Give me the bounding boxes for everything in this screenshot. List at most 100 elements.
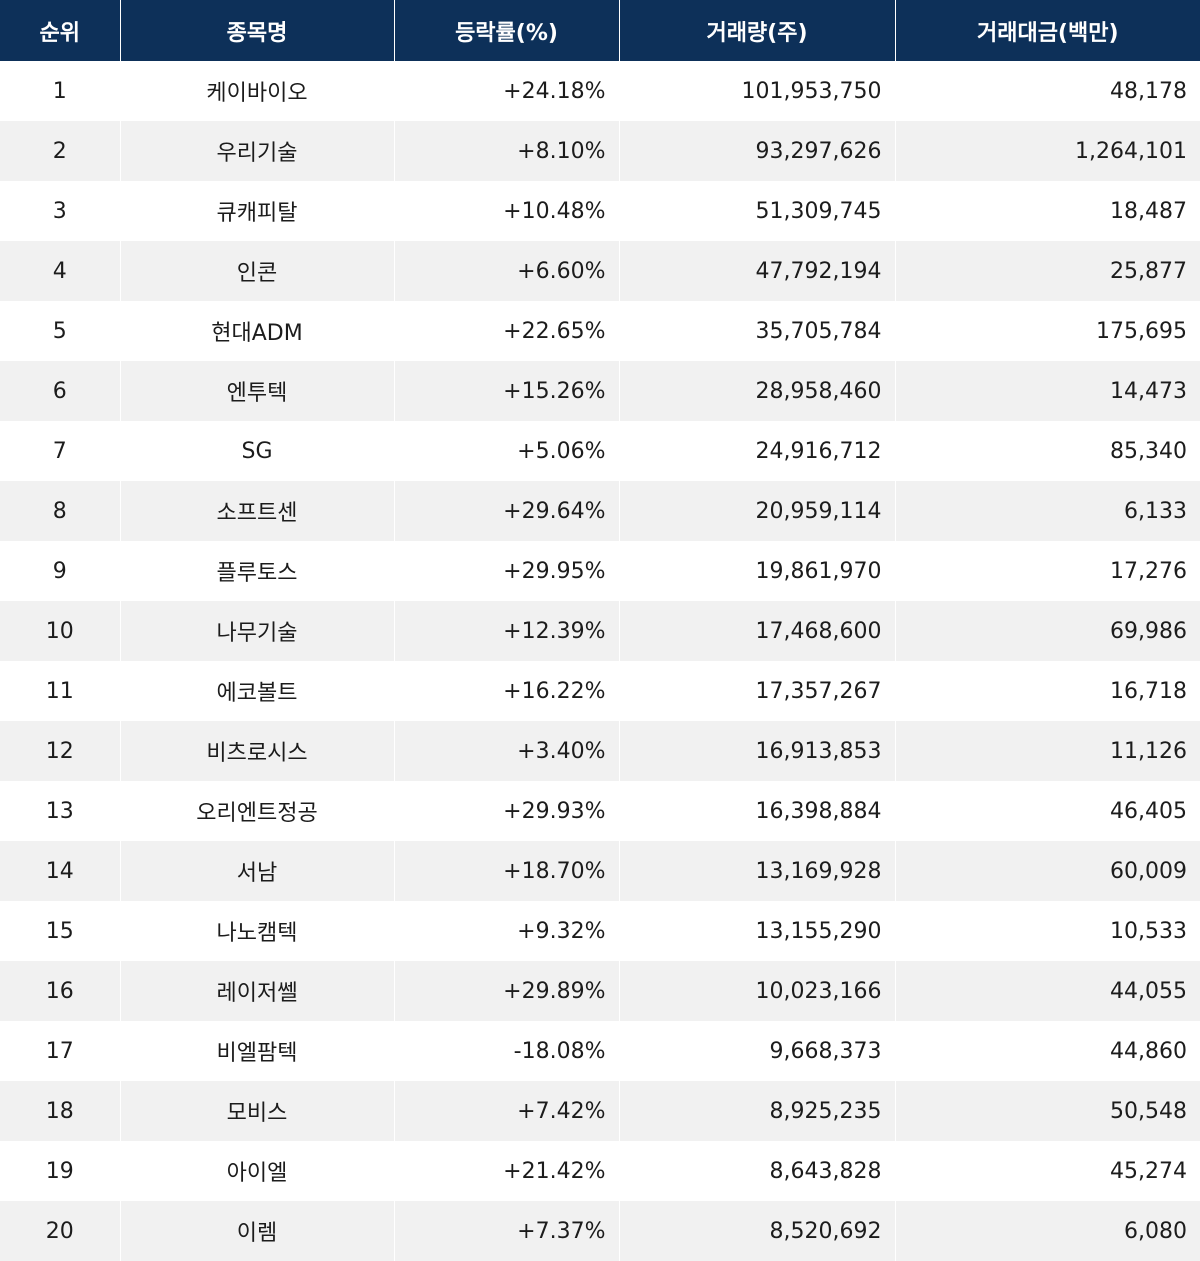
cell-stock-name: 오리엔트정공: [119, 781, 394, 841]
cell-stock-name: 레이저쎌: [119, 961, 394, 1021]
cell-trade-amount: 45,274: [894, 1141, 1200, 1201]
table-row: 15 나노캠텍 +9.32% 13,155,290 10,533: [0, 901, 1200, 961]
table-row: 8 소프트센 +29.64% 20,959,114 6,133: [0, 481, 1200, 541]
header-change: 등락률(%): [393, 0, 619, 61]
table-row: 12 비츠로시스 +3.40% 16,913,853 11,126: [0, 721, 1200, 781]
cell-change-rate: +29.64%: [393, 481, 619, 541]
cell-trade-amount: 11,126: [894, 721, 1200, 781]
cell-volume: 13,169,928: [618, 841, 895, 901]
cell-rank: 4: [0, 241, 120, 301]
cell-change-rate: +12.39%: [393, 601, 619, 661]
cell-stock-name: 서남: [119, 841, 394, 901]
cell-rank: 8: [0, 481, 120, 541]
cell-change-rate: +8.10%: [393, 121, 619, 181]
cell-change-rate: +15.26%: [393, 361, 619, 421]
cell-stock-name: 케이바이오: [119, 61, 394, 121]
header-rank: 순위: [0, 0, 120, 61]
table-row: 10 나무기술 +12.39% 17,468,600 69,986: [0, 601, 1200, 661]
table-row: 17 비엘팜텍 -18.08% 9,668,373 44,860: [0, 1021, 1200, 1081]
cell-trade-amount: 17,276: [894, 541, 1200, 601]
table-row: 7 SG +5.06% 24,916,712 85,340: [0, 421, 1200, 481]
cell-stock-name: 나노캠텍: [119, 901, 394, 961]
cell-rank: 19: [0, 1141, 120, 1201]
cell-volume: 8,643,828: [618, 1141, 895, 1201]
cell-volume: 16,913,853: [618, 721, 895, 781]
cell-change-rate: +7.42%: [393, 1081, 619, 1141]
cell-rank: 13: [0, 781, 120, 841]
table-body: 1 케이바이오 +24.18% 101,953,750 48,178 2 우리기술 +8.10…: [0, 61, 1200, 1261]
cell-change-rate: +10.48%: [393, 181, 619, 241]
table-row: 6 엔투텍 +15.26% 28,958,460 14,473: [0, 361, 1200, 421]
cell-trade-amount: 16,718: [894, 661, 1200, 721]
cell-change-rate: +21.42%: [393, 1141, 619, 1201]
cell-rank: 7: [0, 421, 120, 481]
cell-volume: 28,958,460: [618, 361, 895, 421]
cell-trade-amount: 6,133: [894, 481, 1200, 541]
table-row: 11 에코볼트 +16.22% 17,357,267 16,718: [0, 661, 1200, 721]
table-row: 16 레이저쎌 +29.89% 10,023,166 44,055: [0, 961, 1200, 1021]
cell-change-rate: +22.65%: [393, 301, 619, 361]
cell-change-rate: +24.18%: [393, 61, 619, 121]
cell-change-rate: +3.40%: [393, 721, 619, 781]
cell-volume: 8,925,235: [618, 1081, 895, 1141]
header-row: 순위 종목명 등락률(%) 거래량(주) 거래대금(백만): [0, 0, 1200, 61]
cell-rank: 5: [0, 301, 120, 361]
cell-trade-amount: 25,877: [894, 241, 1200, 301]
cell-stock-name: 비엘팜텍: [119, 1021, 394, 1081]
cell-rank: 9: [0, 541, 120, 601]
cell-stock-name: 큐캐피탈: [119, 181, 394, 241]
cell-volume: 9,668,373: [618, 1021, 895, 1081]
cell-change-rate: +7.37%: [393, 1201, 619, 1261]
cell-trade-amount: 69,986: [894, 601, 1200, 661]
cell-trade-amount: 175,695: [894, 301, 1200, 361]
cell-volume: 93,297,626: [618, 121, 895, 181]
cell-volume: 47,792,194: [618, 241, 895, 301]
table-row: 3 큐캐피탈 +10.48% 51,309,745 18,487: [0, 181, 1200, 241]
cell-volume: 51,309,745: [618, 181, 895, 241]
cell-stock-name: 소프트센: [119, 481, 394, 541]
cell-stock-name: 이렘: [119, 1201, 394, 1261]
cell-stock-name: 아이엘: [119, 1141, 394, 1201]
cell-trade-amount: 48,178: [894, 61, 1200, 121]
table-row: 14 서남 +18.70% 13,169,928 60,009: [0, 841, 1200, 901]
cell-volume: 35,705,784: [618, 301, 895, 361]
cell-volume: 10,023,166: [618, 961, 895, 1021]
table-row: 1 케이바이오 +24.18% 101,953,750 48,178: [0, 61, 1200, 121]
cell-change-rate: +5.06%: [393, 421, 619, 481]
cell-rank: 2: [0, 121, 120, 181]
cell-trade-amount: 14,473: [894, 361, 1200, 421]
table-row: 2 우리기술 +8.10% 93,297,626 1,264,101: [0, 121, 1200, 181]
cell-rank: 17: [0, 1021, 120, 1081]
cell-trade-amount: 44,860: [894, 1021, 1200, 1081]
cell-change-rate: +9.32%: [393, 901, 619, 961]
cell-change-rate: -18.08%: [393, 1021, 619, 1081]
table-row: 9 플루토스 +29.95% 19,861,970 17,276: [0, 541, 1200, 601]
cell-volume: 8,520,692: [618, 1201, 895, 1261]
table-row: 18 모비스 +7.42% 8,925,235 50,548: [0, 1081, 1200, 1141]
cell-trade-amount: 10,533: [894, 901, 1200, 961]
cell-rank: 3: [0, 181, 120, 241]
cell-volume: 17,357,267: [618, 661, 895, 721]
cell-stock-name: 우리기술: [119, 121, 394, 181]
cell-volume: 20,959,114: [618, 481, 895, 541]
header-volume: 거래량(주): [618, 0, 895, 61]
cell-change-rate: +29.89%: [393, 961, 619, 1021]
cell-stock-name: 비츠로시스: [119, 721, 394, 781]
cell-stock-name: 현대ADM: [119, 301, 394, 361]
cell-trade-amount: 85,340: [894, 421, 1200, 481]
cell-trade-amount: 46,405: [894, 781, 1200, 841]
cell-stock-name: 에코볼트: [119, 661, 394, 721]
table-row: 4 인콘 +6.60% 47,792,194 25,877: [0, 241, 1200, 301]
table-row: 19 아이엘 +21.42% 8,643,828 45,274: [0, 1141, 1200, 1201]
header-amount: 거래대금(백만): [894, 0, 1200, 61]
cell-change-rate: +29.95%: [393, 541, 619, 601]
cell-volume: 24,916,712: [618, 421, 895, 481]
table-row: 13 오리엔트정공 +29.93% 16,398,884 46,405: [0, 781, 1200, 841]
cell-change-rate: +18.70%: [393, 841, 619, 901]
cell-rank: 15: [0, 901, 120, 961]
cell-rank: 6: [0, 361, 120, 421]
cell-volume: 16,398,884: [618, 781, 895, 841]
cell-trade-amount: 18,487: [894, 181, 1200, 241]
cell-trade-amount: 50,548: [894, 1081, 1200, 1141]
